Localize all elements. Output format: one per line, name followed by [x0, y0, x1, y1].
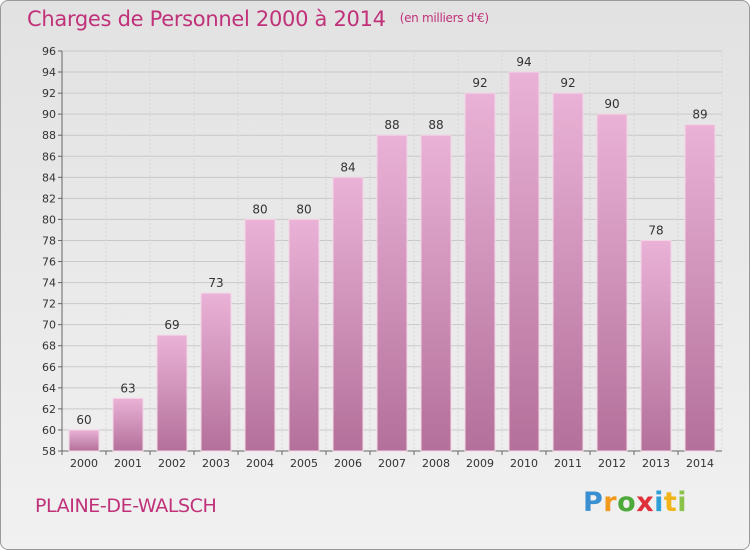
y-tick-label: 72 [42, 298, 56, 311]
x-tick-label: 2002 [158, 457, 186, 470]
bar-2009 [464, 92, 496, 452]
data-labels: 60 63 69 73 80 80 84 88 88 92 94 92 90 78 89 [76, 55, 707, 427]
bars [68, 71, 716, 452]
proxiti-logo[interactable]: Proxiti [583, 487, 688, 518]
x-tick-label: 2010 [510, 457, 538, 470]
y-tick-label: 58 [42, 445, 56, 458]
x-tick-label: 2000 [70, 457, 98, 470]
x-tick-label: 2003 [202, 457, 230, 470]
bar-value-label: 80 [252, 202, 267, 216]
y-tick-label: 96 [42, 45, 56, 58]
bar-value-label: 73 [208, 276, 223, 290]
x-tick-label: 2012 [598, 457, 626, 470]
bar-value-label: 88 [428, 118, 443, 132]
y-tick-label: 90 [42, 108, 56, 121]
bar-2003 [200, 292, 232, 452]
bar-2004 [244, 218, 276, 452]
y-tick-label: 64 [42, 382, 56, 395]
x-tick-label: 2006 [334, 457, 362, 470]
y-tick-label: 60 [42, 424, 56, 437]
y-tick-label: 68 [42, 340, 56, 353]
x-tick-label: 2001 [114, 457, 142, 470]
chart-subtitle: (en milliers d'€) [399, 11, 489, 25]
bar-2005 [288, 218, 320, 452]
chart-title-text: Charges de Personnel 2000 à 2014 [27, 7, 386, 31]
bar-value-label: 78 [648, 223, 663, 237]
x-tick-label: 2004 [246, 457, 274, 470]
y-tick-label: 78 [42, 234, 56, 247]
bar-2012 [596, 113, 628, 452]
bar-value-label: 63 [120, 381, 135, 395]
bar-2000 [68, 429, 100, 452]
bar-2002 [156, 334, 188, 452]
x-tick-label: 2014 [686, 457, 714, 470]
bar-value-label: 88 [384, 118, 399, 132]
x-tick-label: 2013 [642, 457, 670, 470]
bar-2011 [552, 92, 584, 452]
x-tick-label: 2007 [378, 457, 406, 470]
bar-2007 [376, 134, 408, 452]
bar-2014 [684, 124, 716, 452]
bar-2013 [640, 239, 672, 452]
bar-value-label: 60 [76, 413, 91, 427]
y-tick-label: 84 [42, 171, 56, 184]
x-tick-label: 2009 [466, 457, 494, 470]
x-tick-label: 2011 [554, 457, 582, 470]
y-tick-label: 66 [42, 361, 56, 374]
y-tick-label: 88 [42, 129, 56, 142]
y-tick-label: 82 [42, 192, 56, 205]
bar-value-label: 94 [516, 55, 531, 69]
chart-title: Charges de Personnel 2000 à 2014 (en mill… [27, 7, 489, 31]
y-tick-label: 80 [42, 213, 56, 226]
x-tick-label: 2005 [290, 457, 318, 470]
bar-value-label: 80 [296, 202, 311, 216]
y-tick-label: 86 [42, 150, 56, 163]
bar-value-label: 69 [164, 318, 179, 332]
y-tick-label: 76 [42, 256, 56, 269]
bar-value-label: 92 [472, 76, 487, 90]
bar-value-label: 92 [560, 76, 575, 90]
bar-2006 [332, 176, 364, 452]
bar-2010 [508, 71, 540, 452]
y-tick-label: 74 [42, 277, 56, 290]
y-tick-label: 92 [42, 87, 56, 100]
bar-value-label: 84 [340, 160, 355, 174]
y-tick-label: 70 [42, 319, 56, 332]
y-tick-label: 62 [42, 403, 56, 416]
x-tick-label: 2008 [422, 457, 450, 470]
town-name: PLAINE-DE-WALSCH [35, 495, 217, 517]
bar-value-label: 89 [692, 108, 707, 122]
bar-2008 [420, 134, 452, 452]
y-tick-label: 94 [42, 66, 56, 79]
bar-2001 [112, 397, 144, 452]
axes: 58 60 62 64 66 68 70 72 74 76 78 80 82 84 86 88 90 92 94 96… [42, 45, 722, 470]
bar-value-label: 90 [604, 97, 619, 111]
